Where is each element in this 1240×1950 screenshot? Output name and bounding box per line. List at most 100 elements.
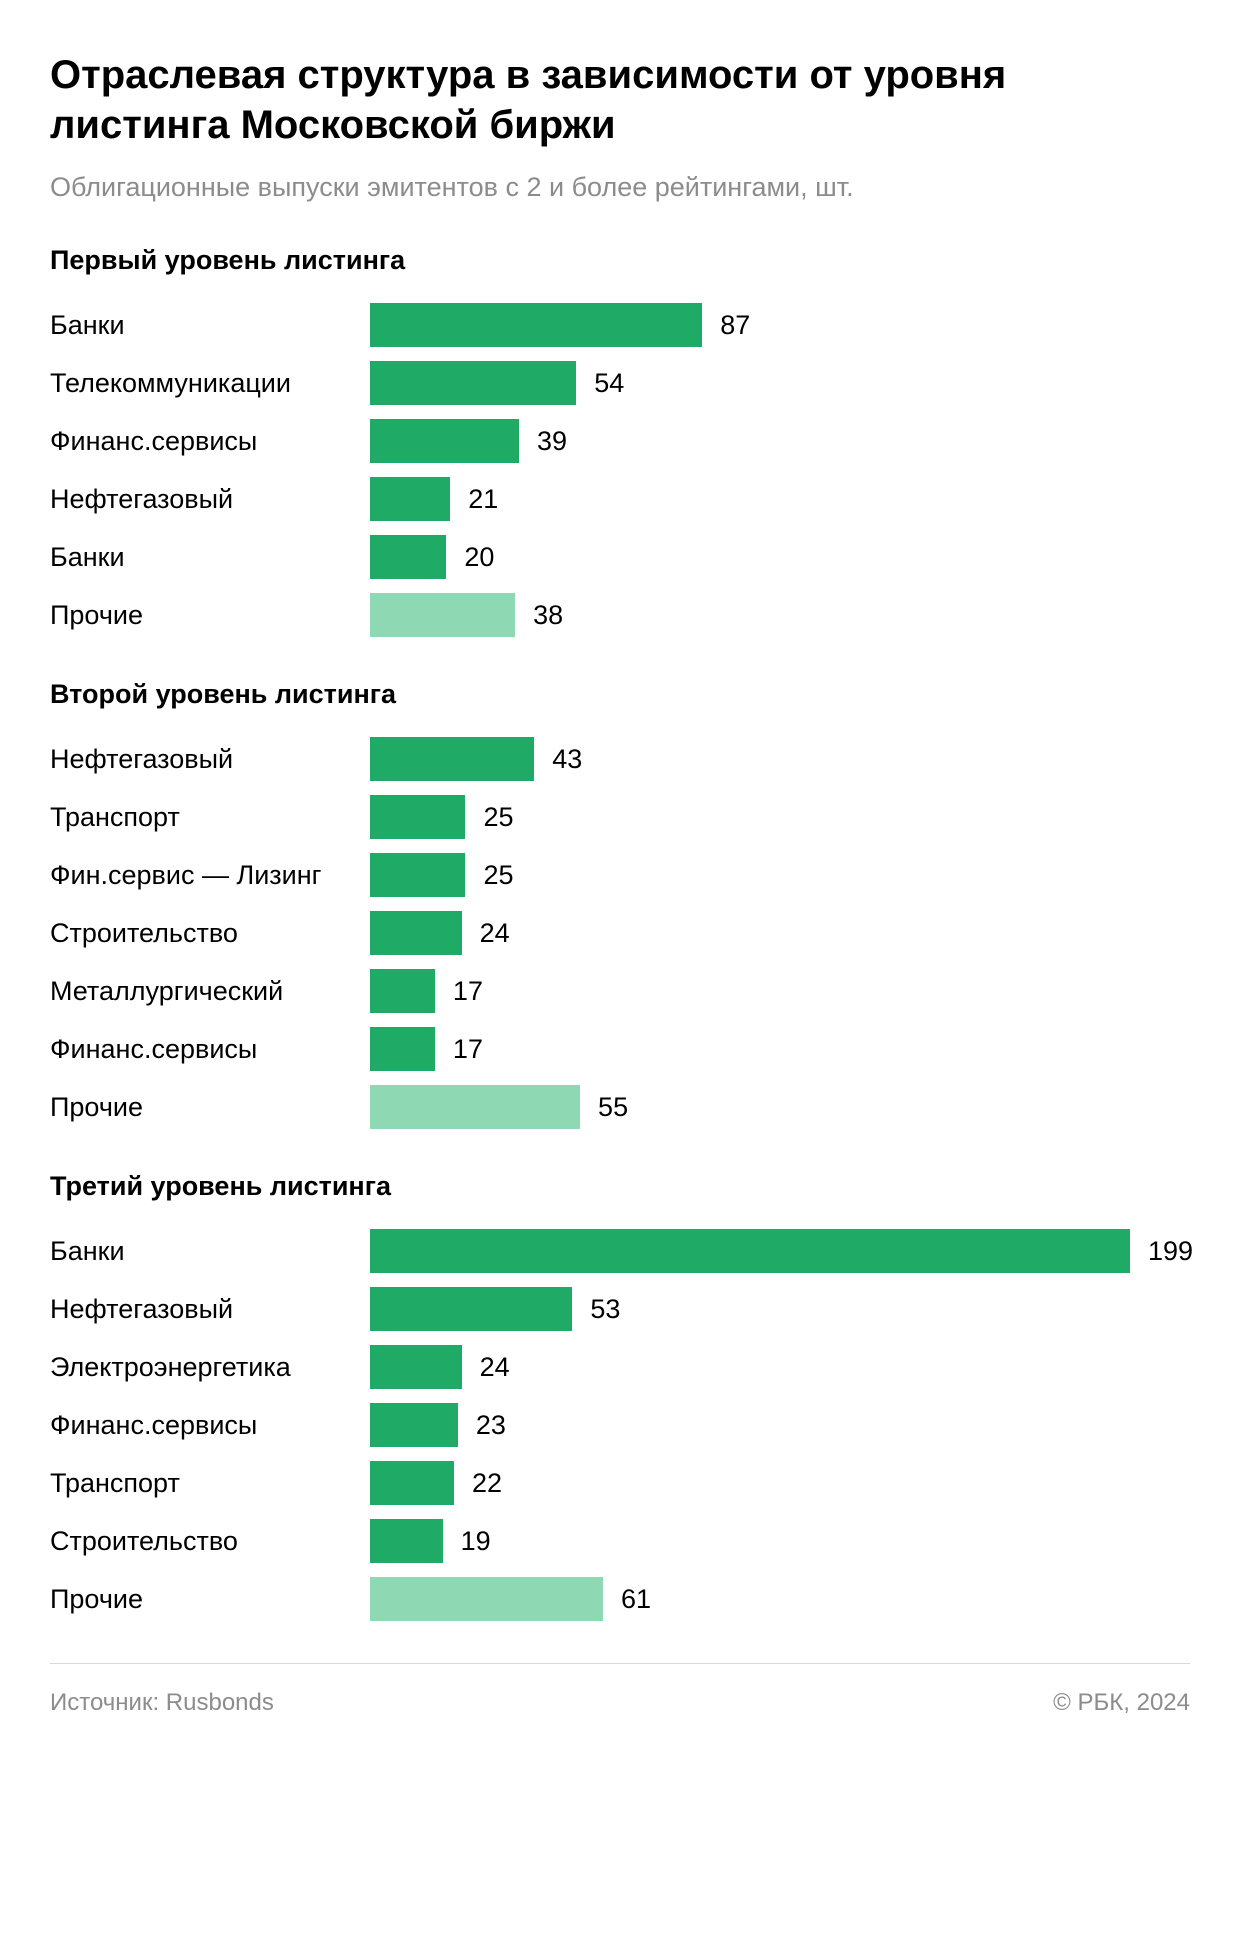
chart-row: Строительство 24 bbox=[50, 904, 1190, 962]
row-label: Нефтегазовый bbox=[50, 1294, 370, 1325]
chart-row: Банки 199 bbox=[50, 1222, 1190, 1280]
row-label: Металлургический bbox=[50, 976, 370, 1007]
bar bbox=[370, 853, 465, 897]
bar-area: 61 bbox=[370, 1577, 1190, 1621]
chart-row: Нефтегазовый 21 bbox=[50, 470, 1190, 528]
chart-row: Финанс.сервисы 23 bbox=[50, 1396, 1190, 1454]
bar-area: 38 bbox=[370, 593, 1190, 637]
bar-value: 21 bbox=[468, 484, 498, 515]
row-label: Банки bbox=[50, 310, 370, 341]
bar bbox=[370, 1403, 458, 1447]
bar bbox=[370, 1577, 603, 1621]
chart-row: Транспорт 25 bbox=[50, 788, 1190, 846]
bar-area: 87 bbox=[370, 303, 1190, 347]
bar bbox=[370, 911, 462, 955]
bar bbox=[370, 593, 515, 637]
bar bbox=[370, 535, 446, 579]
chart-row: Электроэнергетика 24 bbox=[50, 1338, 1190, 1396]
bar-value: 19 bbox=[461, 1526, 491, 1557]
bar-value: 43 bbox=[552, 744, 582, 775]
chart-group: Третий уровень листинга Банки 199 Нефтегазо… bbox=[50, 1171, 1190, 1628]
bar bbox=[370, 477, 450, 521]
chart-row: Банки 87 bbox=[50, 296, 1190, 354]
footer-source: Источник: Rusbonds bbox=[50, 1689, 274, 1717]
chart-row: Фин.сервис — Лизинг25 bbox=[50, 846, 1190, 904]
bar-area: 53 bbox=[370, 1287, 1190, 1331]
group-title: Третий уровень листинга bbox=[50, 1171, 1190, 1202]
chart-row: Финанс.сервисы 17 bbox=[50, 1020, 1190, 1078]
row-label: Транспорт bbox=[50, 1468, 370, 1499]
chart-row: Металлургический 17 bbox=[50, 962, 1190, 1020]
chart-row: Прочие55 bbox=[50, 1078, 1190, 1136]
group-title: Второй уровень листинга bbox=[50, 679, 1190, 710]
row-label: Нефтегазовый bbox=[50, 744, 370, 775]
row-label: Банки bbox=[50, 1236, 370, 1267]
bar-value: 17 bbox=[453, 976, 483, 1007]
chart-group: Первый уровень листинга Банки 87 Телекоммун… bbox=[50, 245, 1190, 644]
chart-group: Второй уровень листинга Нефтегазовый 43 Тра… bbox=[50, 679, 1190, 1136]
bar-area: 23 bbox=[370, 1403, 1190, 1447]
bar-area: 22 bbox=[370, 1461, 1190, 1505]
chart-area: Первый уровень листинга Банки 87 Телекоммун… bbox=[50, 245, 1190, 1628]
row-label: Прочие bbox=[50, 600, 370, 631]
bar-value: 17 bbox=[453, 1034, 483, 1065]
bar-area: 24 bbox=[370, 1345, 1190, 1389]
bar-value: 20 bbox=[464, 542, 494, 573]
row-label: Транспорт bbox=[50, 802, 370, 833]
bar-area: 43 bbox=[370, 737, 1190, 781]
bar-value: 53 bbox=[590, 1294, 620, 1325]
bar bbox=[370, 1229, 1130, 1273]
chart-row: Нефтегазовый 43 bbox=[50, 730, 1190, 788]
bar-value: 199 bbox=[1148, 1236, 1193, 1267]
chart-row: Телекоммуникации 54 bbox=[50, 354, 1190, 412]
bar-area: 17 bbox=[370, 969, 1190, 1013]
row-label: Финанс.сервисы bbox=[50, 1034, 370, 1065]
bar bbox=[370, 361, 576, 405]
bar-area: 39 bbox=[370, 419, 1190, 463]
chart-row: Строительство 19 bbox=[50, 1512, 1190, 1570]
row-label: Телекоммуникации bbox=[50, 368, 370, 399]
row-label: Финанс.сервисы bbox=[50, 1410, 370, 1441]
bar-area: 25 bbox=[370, 795, 1190, 839]
bar-value: 87 bbox=[720, 310, 750, 341]
row-label: Фин.сервис — Лизинг bbox=[50, 860, 370, 891]
bar-area: 55 bbox=[370, 1085, 1190, 1129]
chart-row: Транспорт22 bbox=[50, 1454, 1190, 1512]
bar-value: 24 bbox=[480, 1352, 510, 1383]
row-label: Нефтегазовый bbox=[50, 484, 370, 515]
footer-credit: © РБК, 2024 bbox=[1053, 1689, 1190, 1717]
bar bbox=[370, 969, 435, 1013]
bar-area: 24 bbox=[370, 911, 1190, 955]
bar bbox=[370, 1345, 462, 1389]
row-label: Банки bbox=[50, 542, 370, 573]
bar-area: 20 bbox=[370, 535, 1190, 579]
bar-area: 54 bbox=[370, 361, 1190, 405]
row-label: Прочие bbox=[50, 1584, 370, 1615]
bar-value: 24 bbox=[480, 918, 510, 949]
bar-value: 54 bbox=[594, 368, 624, 399]
bar-area: 21 bbox=[370, 477, 1190, 521]
bar-value: 25 bbox=[483, 802, 513, 833]
bar-value: 23 bbox=[476, 1410, 506, 1441]
group-title: Первый уровень листинга bbox=[50, 245, 1190, 276]
bar bbox=[370, 419, 519, 463]
row-label: Строительство bbox=[50, 918, 370, 949]
row-label: Прочие bbox=[50, 1092, 370, 1123]
chart-title: Отраслевая структура в зависимости от ур… bbox=[50, 50, 1190, 150]
chart-row: Прочие38 bbox=[50, 586, 1190, 644]
row-label: Строительство bbox=[50, 1526, 370, 1557]
chart-row: Финанс.сервисы 39 bbox=[50, 412, 1190, 470]
bar-value: 39 bbox=[537, 426, 567, 457]
row-label: Электроэнергетика bbox=[50, 1352, 370, 1383]
bar bbox=[370, 737, 534, 781]
bar bbox=[370, 303, 702, 347]
bar-area: 19 bbox=[370, 1519, 1190, 1563]
footer: Источник: Rusbonds © РБК, 2024 bbox=[50, 1663, 1190, 1717]
bar-area: 199 bbox=[370, 1229, 1193, 1273]
bar bbox=[370, 795, 465, 839]
bar-value: 61 bbox=[621, 1584, 651, 1615]
row-label: Финанс.сервисы bbox=[50, 426, 370, 457]
bar bbox=[370, 1027, 435, 1071]
bar bbox=[370, 1461, 454, 1505]
chart-row: Прочие 61 bbox=[50, 1570, 1190, 1628]
